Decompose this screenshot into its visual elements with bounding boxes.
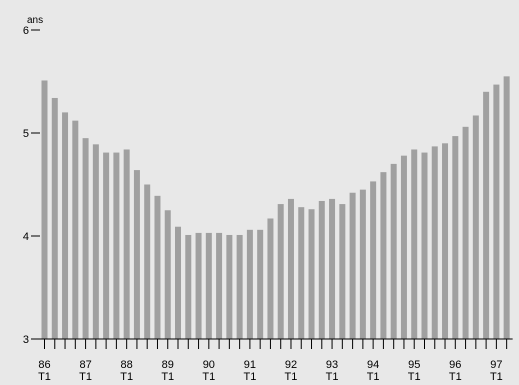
bar-95T3: [431, 146, 438, 339]
bar-89T2: [175, 226, 182, 339]
bar-93T3: [349, 192, 356, 339]
bar-88T3: [144, 184, 151, 339]
x-tick-label-quarter: T1: [79, 371, 92, 383]
bar-86T3: [62, 112, 69, 340]
bar-88T4: [154, 195, 161, 339]
bar-86T2: [51, 97, 58, 339]
x-tick-label-quarter: T1: [202, 371, 215, 383]
x-tick-label-year: 88: [121, 359, 133, 371]
x-axis: 86T187T188T189T190T191T192T193T194T195T1…: [38, 338, 513, 383]
bar-97T1: [493, 84, 500, 339]
bar-95T1: [411, 149, 418, 339]
x-tick-label-quarter: T1: [243, 371, 256, 383]
bar-90T2: [216, 232, 223, 339]
x-tick-label-quarter: T1: [408, 371, 421, 383]
bar-94T4: [400, 155, 407, 339]
bars: [41, 76, 510, 340]
x-tick-label-quarter: T1: [120, 371, 133, 383]
x-tick-label-year: 97: [490, 359, 502, 371]
x-tick-label-quarter: T1: [285, 371, 298, 383]
bar-91T2: [257, 229, 264, 339]
y-tick-label: 5: [23, 128, 29, 140]
bar-96T4: [483, 91, 490, 339]
bar-92T1: [287, 198, 294, 339]
bar-88T2: [133, 170, 140, 339]
bar-94T3: [390, 163, 397, 339]
bar-95T4: [442, 143, 449, 339]
x-tick-label-year: 92: [285, 359, 297, 371]
y-axis-unit-label: ans: [27, 15, 43, 26]
x-tick-label-quarter: T1: [326, 371, 339, 383]
bar-87T2: [92, 144, 99, 339]
bar-93T2: [339, 204, 346, 339]
x-tick-label-quarter: T1: [449, 371, 462, 383]
y-tick-label: 6: [23, 25, 29, 37]
bar-89T3: [185, 234, 192, 339]
x-tick-label-year: 86: [38, 359, 50, 371]
bar-90T1: [205, 232, 212, 339]
y-tick-label: 3: [23, 334, 29, 346]
bar-91T3: [267, 218, 274, 339]
bar-93T4: [359, 189, 366, 339]
bar-95T2: [421, 152, 428, 339]
x-tick-label-year: 89: [162, 359, 174, 371]
bar-89T1: [164, 210, 171, 339]
bar-91T4: [277, 204, 284, 339]
bar-91T1: [246, 229, 253, 339]
bar-86T1: [41, 80, 48, 339]
bar-94T1: [370, 181, 377, 339]
x-tick-label-year: 94: [367, 359, 379, 371]
bar-92T2: [298, 207, 305, 339]
x-tick-label-year: 96: [449, 359, 461, 371]
bar-92T3: [308, 209, 315, 339]
bar-89T4: [195, 232, 202, 339]
bar-87T4: [113, 152, 120, 339]
bar-96T2: [462, 126, 469, 339]
x-tick-label-quarter: T1: [161, 371, 174, 383]
bar-86T4: [72, 120, 79, 339]
bar-96T3: [472, 115, 479, 340]
bar-90T3: [226, 234, 233, 339]
x-tick-label-year: 93: [326, 359, 338, 371]
bar-88T1: [123, 149, 130, 339]
bar-96T1: [452, 136, 459, 339]
x-tick-label-quarter: T1: [38, 371, 51, 383]
x-tick-label-quarter: T1: [367, 371, 380, 383]
x-tick-label-year: 90: [203, 359, 215, 371]
bar-97T2: [503, 76, 510, 339]
y-tick-label: 4: [23, 231, 29, 243]
bar-93T1: [329, 198, 336, 339]
x-tick-label-quarter: T1: [490, 371, 503, 383]
bar-87T1: [82, 138, 89, 339]
bar-94T2: [380, 172, 387, 339]
bar-90T4: [236, 234, 243, 339]
y-axis: 3 4 5 6: [23, 25, 40, 346]
x-tick-label-year: 91: [244, 359, 256, 371]
x-tick-label-year: 87: [79, 359, 91, 371]
bar-92T4: [318, 200, 325, 339]
x-tick-label-year: 95: [408, 359, 420, 371]
bar-87T3: [103, 152, 110, 339]
